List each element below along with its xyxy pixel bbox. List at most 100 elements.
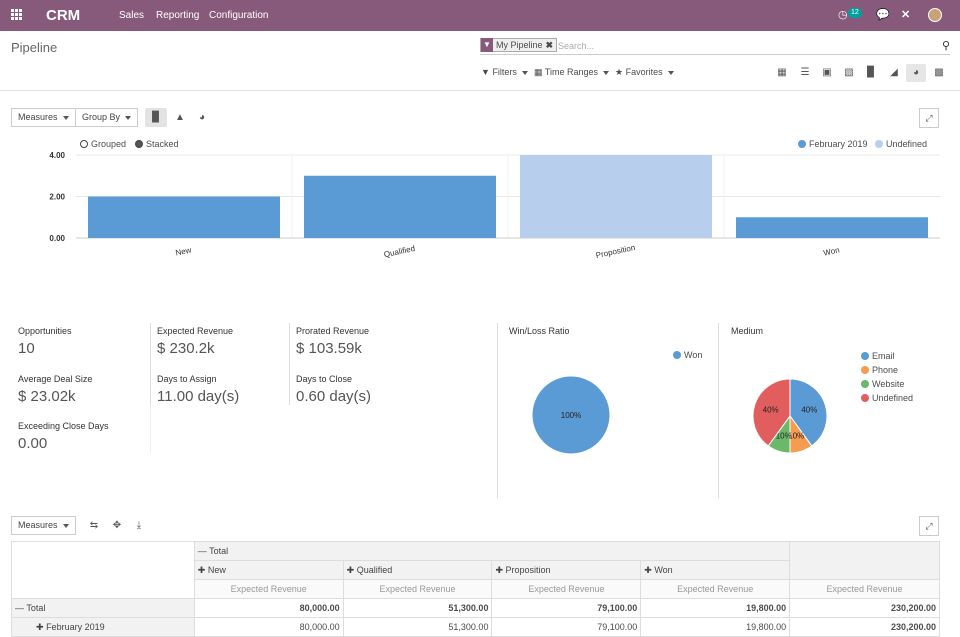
pie-slice[interactable] <box>752 378 791 447</box>
pivot-col-header[interactable]: ✚ Proposition <box>491 560 642 580</box>
expand-all-icon[interactable]: ✥ <box>112 520 122 531</box>
legend-dot-icon <box>875 140 883 148</box>
remove-facet-icon[interactable]: ✖ <box>545 39 554 50</box>
expand-pivot-icon[interactable]: ⤢ <box>919 516 939 536</box>
dashboard-view-icon[interactable]: ◕ <box>906 64 926 82</box>
pivot-view-icon[interactable]: ▧ <box>844 67 854 78</box>
winloss-legend-item[interactable]: Won <box>673 350 702 360</box>
medium-legend-item[interactable]: Phone <box>861 365 898 375</box>
kpi-divider <box>150 323 151 405</box>
apps-menu-icon[interactable] <box>11 9 23 21</box>
grouped-option[interactable]: Grouped <box>80 139 126 149</box>
menu-configuration[interactable]: Configuration <box>209 10 269 21</box>
kpi-prorated-revenue-value[interactable]: $ 103.59k <box>296 340 362 357</box>
kpi-avg-deal-size-value[interactable]: $ 23.02k <box>18 388 76 405</box>
kpi-divider <box>289 323 290 405</box>
search-facet[interactable]: ▼ My Pipeline ✖ <box>480 38 558 52</box>
pivot-cell[interactable]: 51,300.00 <box>342 617 493 637</box>
medium-legend-item[interactable]: Email <box>861 351 895 361</box>
bar-chart-icon[interactable]: ▉ <box>145 108 167 127</box>
pivot-row-header-total[interactable]: — Total <box>11 598 195 618</box>
kanban-view-icon[interactable]: ▦ <box>777 67 787 78</box>
pivot-cell[interactable]: 19,800.00 <box>640 598 791 618</box>
pivot-cell[interactable]: 51,300.00 <box>342 598 493 618</box>
pie-slice-label: 10% <box>788 431 804 440</box>
bar[interactable] <box>736 217 928 238</box>
stacked-label: Stacked <box>146 139 179 149</box>
filters-label: Filters <box>492 67 517 77</box>
pivot-col-header[interactable]: ✚ New <box>193 560 344 580</box>
bar[interactable] <box>304 175 496 238</box>
pivot-measure-header[interactable]: Expected Revenue <box>640 579 791 599</box>
search-input[interactable]: Search... <box>558 41 595 51</box>
discuss-chat-icon[interactable]: 💬 <box>876 9 890 21</box>
list-view-icon[interactable]: ☰ <box>800 67 810 78</box>
graph-measures-button[interactable]: Measures <box>11 108 76 127</box>
app-name[interactable]: CRM <box>46 7 81 24</box>
winloss-title: Win/Loss Ratio <box>509 326 570 336</box>
debug-tools-icon[interactable]: ✕ <box>901 9 911 21</box>
menu-sales[interactable]: Sales <box>119 10 145 21</box>
line-chart-icon[interactable]: ▲ <box>175 112 185 123</box>
expand-graph-icon[interactable]: ⤢ <box>919 108 939 128</box>
pivot-col-header[interactable]: ✚ Won <box>640 560 791 580</box>
medium-legend-item[interactable]: Website <box>861 379 904 389</box>
legend-label: Email <box>872 351 895 361</box>
kpi-exceeding-close-days-value[interactable]: 0.00 <box>18 435 48 452</box>
legend-item[interactable]: Undefined <box>875 139 927 149</box>
panel-divider <box>718 323 719 498</box>
download-icon[interactable]: ⤓ <box>136 520 142 531</box>
legend-label: February 2019 <box>809 139 868 149</box>
pivot-col-header-total[interactable]: — Total <box>193 541 791 561</box>
bar[interactable] <box>520 155 712 238</box>
kpi-opportunities-value[interactable]: 10 <box>18 340 35 357</box>
activity-clock-icon[interactable]: ◷ <box>838 9 848 21</box>
x-tick-label: Qualified <box>383 244 416 259</box>
pivot-measure-header[interactable]: Expected Revenue <box>342 579 493 599</box>
pivot-cell[interactable]: 80,000.00 <box>193 617 344 637</box>
pivot-measure-header[interactable]: Expected Revenue <box>789 579 940 599</box>
time-ranges-label: Time Ranges <box>544 67 599 77</box>
kpi-days-to-close-value[interactable]: 0.60 day(s) <box>296 388 372 405</box>
pie-chart-icon[interactable]: ◕ <box>198 112 206 123</box>
collapse-icon: — <box>15 603 24 613</box>
stacked-option[interactable]: Stacked <box>135 139 179 149</box>
pivot-measure-header[interactable]: Expected Revenue <box>193 579 344 599</box>
medium-pie-chart: 40% 10%10% 40% <box>752 378 828 454</box>
kpi-days-to-assign-value[interactable]: 11.00 day(s) <box>157 388 240 405</box>
pivot-cell[interactable]: 80,000.00 <box>193 598 344 618</box>
graph-view-icon[interactable]: ▉ <box>867 67 875 78</box>
pivot-measure-header[interactable]: Expected Revenue <box>491 579 642 599</box>
pivot-cell[interactable]: 230,200.00 <box>789 617 940 637</box>
time-ranges-dropdown[interactable]: ▦ Time Ranges <box>534 67 610 78</box>
menu-reporting[interactable]: Reporting <box>156 10 200 21</box>
grid-view-icon[interactable]: ▩ <box>934 67 944 78</box>
pivot-cell[interactable]: 79,100.00 <box>491 598 642 618</box>
group-by-button[interactable]: Group By <box>75 108 139 127</box>
legend-item[interactable]: February 2019 <box>798 139 868 149</box>
pie-slice[interactable] <box>789 378 828 447</box>
search-icon[interactable]: ⚲ <box>941 40 950 52</box>
funnel-icon: ▼ <box>481 67 490 77</box>
control-panel-divider <box>0 90 960 91</box>
pivot-row-header[interactable]: ✚ February 2019 <box>11 617 195 637</box>
pivot-cell[interactable]: 230,200.00 <box>789 598 940 618</box>
pivot-cell[interactable]: 79,100.00 <box>491 617 642 637</box>
pivot-cell[interactable]: 19,800.00 <box>640 617 791 637</box>
user-avatar[interactable] <box>928 8 942 22</box>
pivot-measures-button[interactable]: Measures <box>11 516 76 535</box>
calendar-view-icon[interactable]: ▣ <box>822 67 832 78</box>
favorites-dropdown[interactable]: ★ Favorites <box>615 67 674 78</box>
kpi-expected-revenue-value[interactable]: $ 230.2k <box>157 340 215 357</box>
pivot-col-header[interactable]: ✚ Qualified <box>342 560 493 580</box>
pie-slice[interactable] <box>531 375 611 455</box>
flip-axis-icon[interactable]: ⇆ <box>89 520 99 531</box>
legend-dot-icon <box>861 380 869 388</box>
medium-legend-item[interactable]: Undefined <box>861 393 913 403</box>
cohort-view-icon[interactable]: ◢ <box>890 67 898 78</box>
filters-dropdown[interactable]: ▼ Filters <box>481 67 528 77</box>
bar[interactable] <box>88 196 280 239</box>
legend-label: Undefined <box>872 393 914 403</box>
kpi-opportunities-label: Opportunities <box>18 326 72 336</box>
search-bar[interactable]: ▼ My Pipeline ✖ Search... ⚲ <box>480 37 950 55</box>
